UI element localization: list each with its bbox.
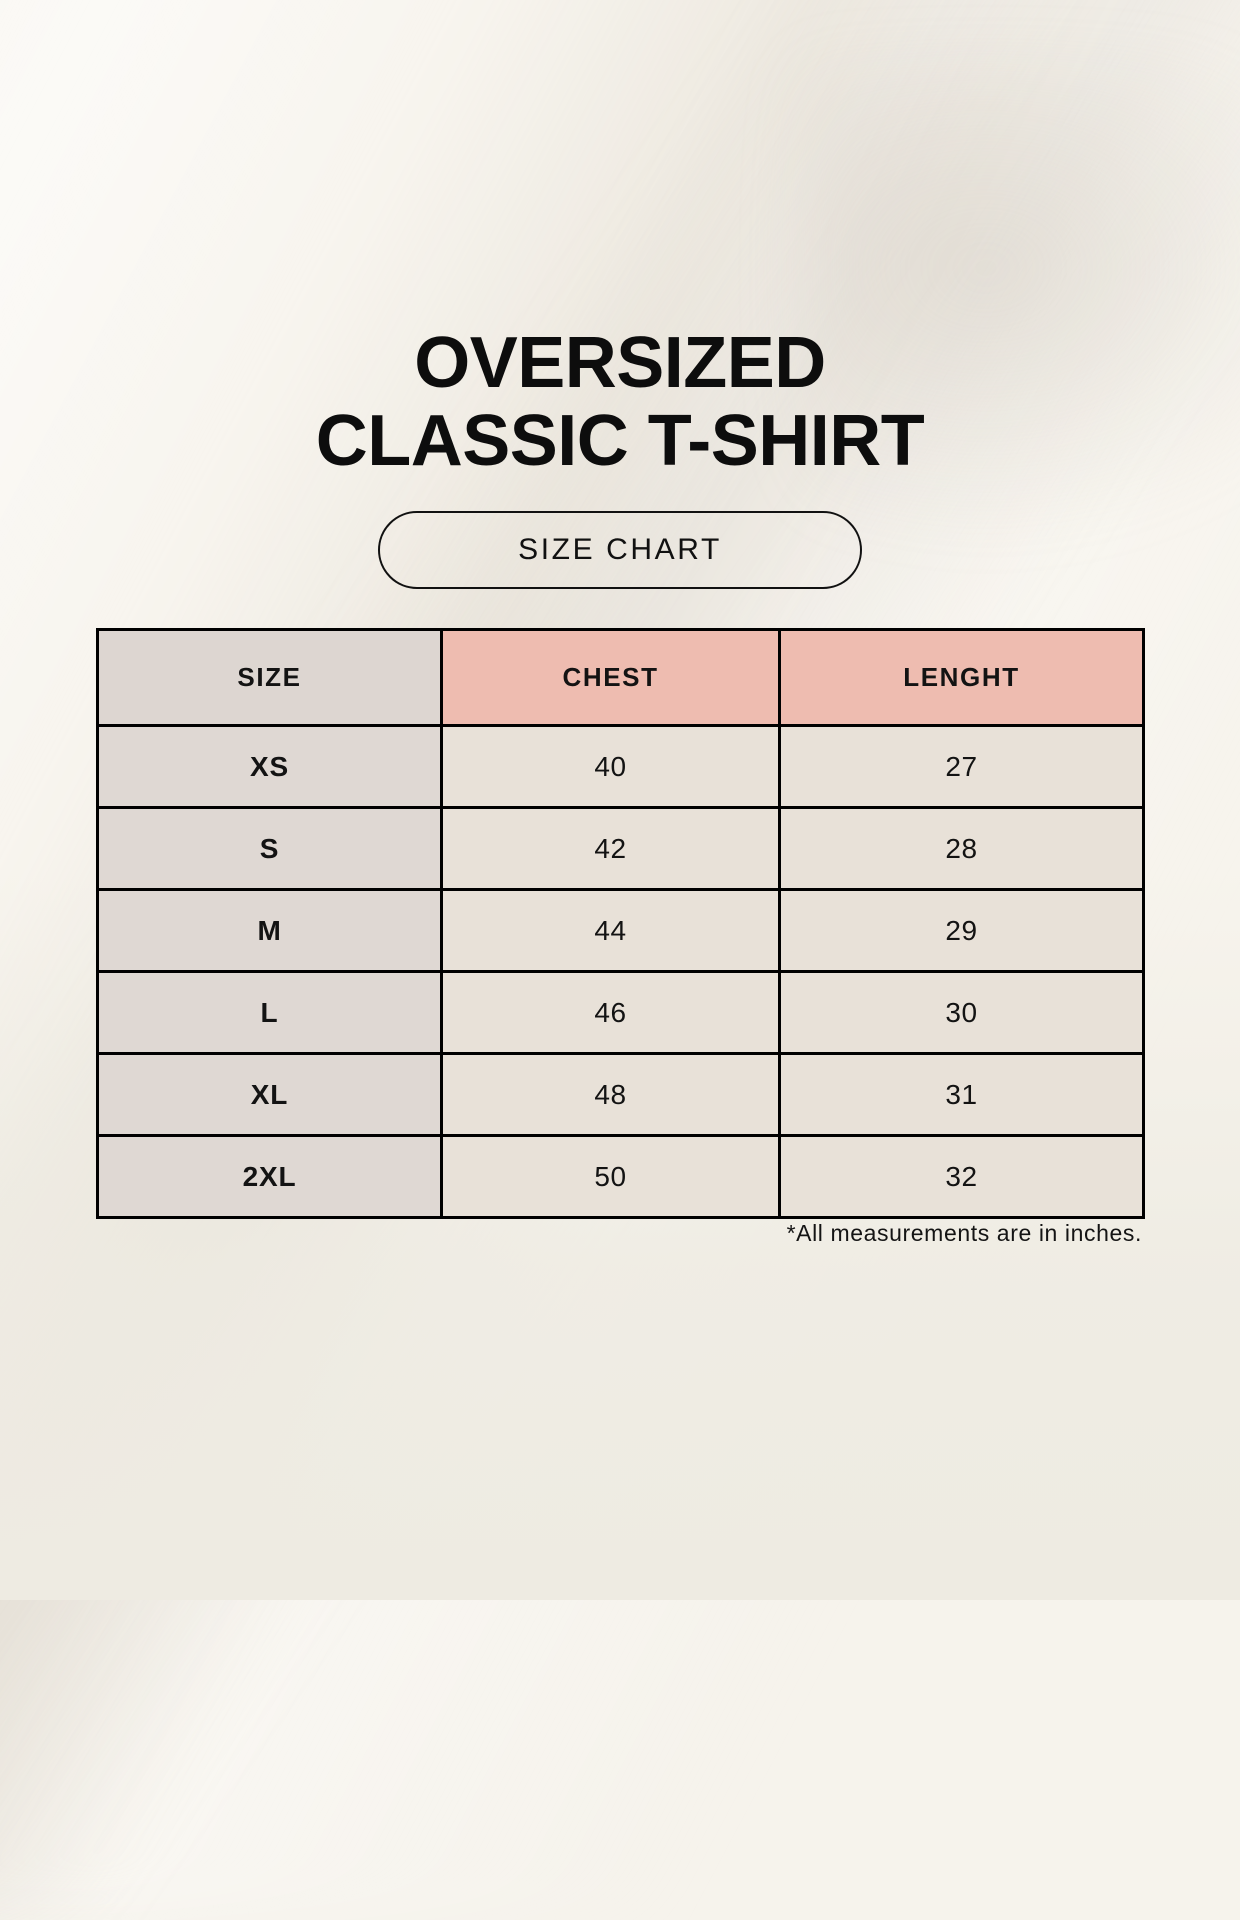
table-body: XS 40 27 S 42 28 M 44 29 L 46 30 [96,724,1145,1219]
cell-chest: 40 [440,724,781,809]
cell-size: XS [96,724,443,809]
size-chart-page: OVERSIZED CLASSIC T-SHIRT SIZE CHART SIZ… [0,323,1240,1246]
cell-size: S [96,806,443,891]
table-row: XS 40 27 [96,724,1145,809]
cell-chest: 46 [440,970,781,1055]
title-line-2: CLASSIC T-SHIRT [315,401,925,481]
title-line-1: OVERSIZED [414,323,826,403]
size-chart-badge: SIZE CHART [378,511,862,589]
column-header-chest: CHEST [440,628,781,727]
cell-length: 32 [778,1134,1145,1219]
cell-length: 31 [778,1052,1145,1137]
size-chart-table: SIZE CHEST LENGHT XS 40 27 S 42 28 M [96,628,1145,1219]
size-chart-badge-label: SIZE CHART [518,533,722,566]
cell-size: XL [96,1052,443,1137]
cell-length: 27 [778,724,1145,809]
table-row: L 46 30 [96,970,1145,1055]
cell-chest: 50 [440,1134,781,1219]
cell-chest: 44 [440,888,781,973]
page-title: OVERSIZED CLASSIC T-SHIRT [0,323,1240,481]
table-header-row: SIZE CHEST LENGHT [96,628,1145,727]
cell-chest: 42 [440,806,781,891]
column-header-size: SIZE [96,628,443,727]
table-row: M 44 29 [96,888,1145,973]
cell-length: 30 [778,970,1145,1055]
cell-size: L [96,970,443,1055]
cell-chest: 48 [440,1052,781,1137]
table-row: XL 48 31 [96,1052,1145,1137]
table-row: 2XL 50 32 [96,1134,1145,1219]
cell-size: M [96,888,443,973]
column-header-length: LENGHT [778,628,1145,727]
cell-length: 29 [778,888,1145,973]
size-chart-table-wrapper: SIZE CHEST LENGHT XS 40 27 S 42 28 M [96,628,1145,1219]
table-header: SIZE CHEST LENGHT [96,628,1145,727]
table-row: S 42 28 [96,806,1145,891]
background-corner-shadow [800,60,1240,580]
cell-size: 2XL [96,1134,443,1219]
measurement-footnote: *All measurements are in inches. [786,1220,1142,1246]
cell-length: 28 [778,806,1145,891]
